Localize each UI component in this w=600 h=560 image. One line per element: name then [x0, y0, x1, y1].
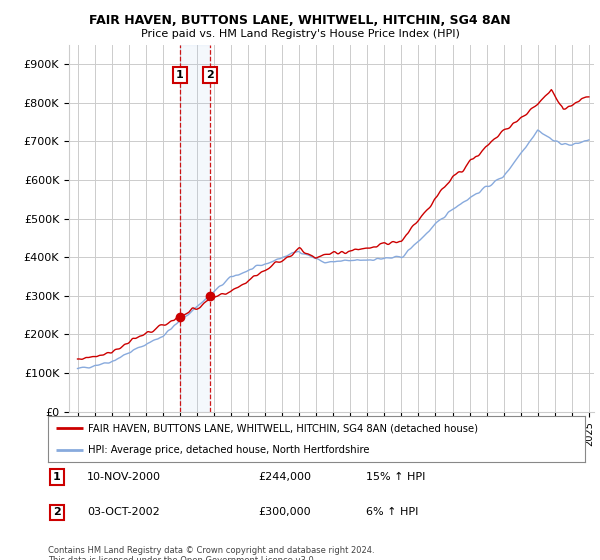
Bar — [180, 45, 209, 412]
Text: £244,000: £244,000 — [258, 472, 311, 482]
Text: 1: 1 — [53, 472, 61, 482]
Text: 1: 1 — [176, 70, 184, 80]
Text: FAIR HAVEN, BUTTONS LANE, WHITWELL, HITCHIN, SG4 8AN (detached house): FAIR HAVEN, BUTTONS LANE, WHITWELL, HITC… — [88, 423, 478, 433]
Text: HPI: Average price, detached house, North Hertfordshire: HPI: Average price, detached house, Nort… — [88, 445, 370, 455]
Text: £300,000: £300,000 — [258, 507, 311, 517]
Text: 2: 2 — [53, 507, 61, 517]
Text: 15% ↑ HPI: 15% ↑ HPI — [366, 472, 425, 482]
Text: FAIR HAVEN, BUTTONS LANE, WHITWELL, HITCHIN, SG4 8AN: FAIR HAVEN, BUTTONS LANE, WHITWELL, HITC… — [89, 14, 511, 27]
Text: 03-OCT-2002: 03-OCT-2002 — [87, 507, 160, 517]
Text: 6% ↑ HPI: 6% ↑ HPI — [366, 507, 418, 517]
Text: Contains HM Land Registry data © Crown copyright and database right 2024.
This d: Contains HM Land Registry data © Crown c… — [48, 546, 374, 560]
Text: 10-NOV-2000: 10-NOV-2000 — [87, 472, 161, 482]
Text: Price paid vs. HM Land Registry's House Price Index (HPI): Price paid vs. HM Land Registry's House … — [140, 29, 460, 39]
Text: 2: 2 — [206, 70, 214, 80]
